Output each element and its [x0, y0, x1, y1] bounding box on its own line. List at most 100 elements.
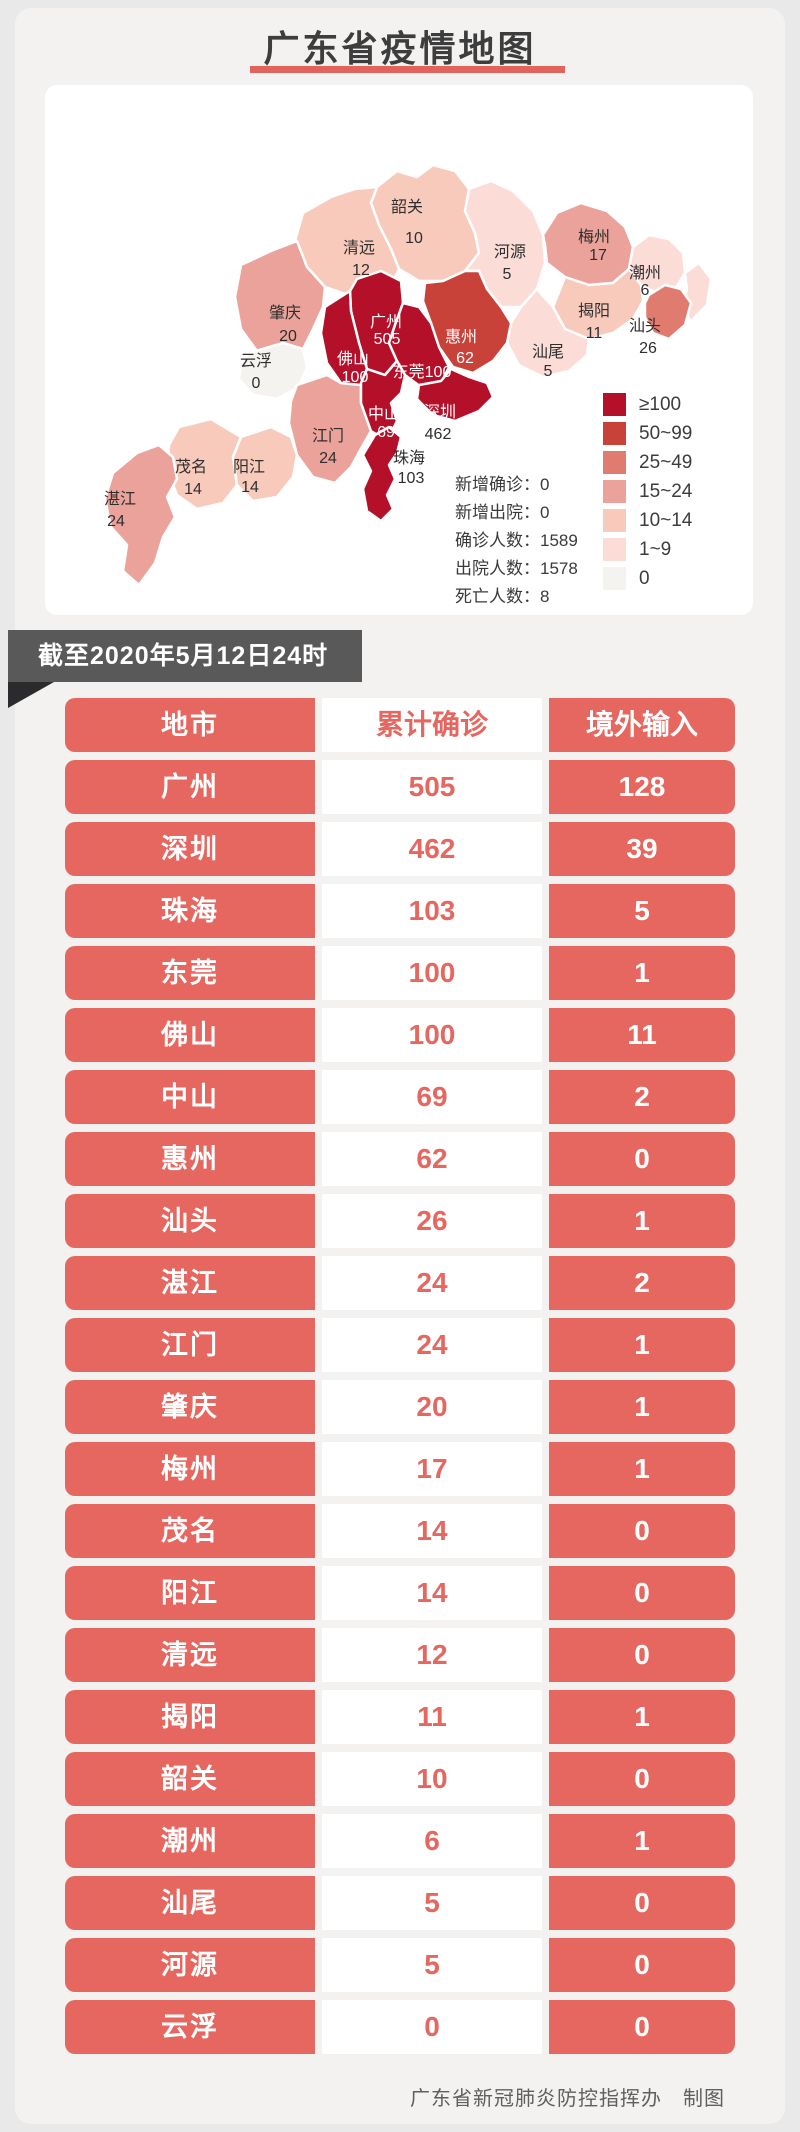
imported-cell: 0	[549, 1938, 735, 1992]
table-row: 湛江 24 2	[65, 1256, 735, 1310]
map-city-value-chaozhou: 6	[641, 282, 650, 299]
table-row: 惠州 62 0	[65, 1132, 735, 1186]
confirmed-cell: 505	[322, 760, 542, 814]
city-cell: 肇庆	[65, 1380, 315, 1434]
map-city-label-meizhou: 梅州	[578, 228, 610, 246]
map-region-yangjiang	[231, 425, 299, 503]
imported-column-header: 境外输入	[549, 698, 735, 752]
map-city-value-shenzhen: 462	[425, 426, 452, 443]
map-city-label-guangzhou: 广州	[370, 313, 402, 331]
legend-label: 10~14	[639, 509, 693, 531]
city-cell: 湛江	[65, 1256, 315, 1310]
legend-label: 25~49	[639, 451, 693, 473]
legend-row: 1~9	[603, 538, 692, 561]
table-row: 茂名 14 0	[65, 1504, 735, 1558]
city-cell: 梅州	[65, 1442, 315, 1496]
city-cell: 汕尾	[65, 1876, 315, 1930]
map-city-label-yangjiang: 阳江	[233, 458, 265, 476]
confirmed-cell: 62	[322, 1132, 542, 1186]
confirmed-cell: 69	[322, 1070, 542, 1124]
imported-cell: 1	[549, 1814, 735, 1868]
table-row: 广州 505 128	[65, 760, 735, 814]
table-row: 韶关 10 0	[65, 1752, 735, 1806]
city-cell: 珠海	[65, 884, 315, 938]
map-city-label-zhuhai: 珠海	[393, 449, 425, 467]
city-cell: 河源	[65, 1938, 315, 1992]
map-stats-block: 新增确诊：0 新增出院：0 确诊人数：1589 出院人数：1578 死亡人数：8	[455, 471, 578, 611]
table-row: 佛山 100 11	[65, 1008, 735, 1062]
table-row: 揭阳 11 1	[65, 1690, 735, 1744]
table-row: 潮州 6 1	[65, 1814, 735, 1868]
confirmed-cell: 103	[322, 884, 542, 938]
city-cell: 茂名	[65, 1504, 315, 1558]
legend-label: 0	[639, 567, 650, 589]
imported-cell: 11	[549, 1008, 735, 1062]
map-city-value-zhanjiang: 24	[107, 513, 125, 530]
imported-cell: 0	[549, 2000, 735, 2054]
legend-swatch	[603, 509, 626, 532]
confirmed-cell: 5	[322, 1938, 542, 1992]
confirmed-cell: 17	[322, 1442, 542, 1496]
confirmed-cell: 14	[322, 1566, 542, 1620]
city-cell: 潮州	[65, 1814, 315, 1868]
legend-label: 1~9	[639, 538, 672, 560]
map-city-value-yunfu: 0	[252, 375, 261, 392]
legend-swatch	[603, 451, 626, 474]
stat-line: 出院人数：1578	[455, 559, 578, 578]
table-row: 东莞 100 1	[65, 946, 735, 1000]
city-cell: 广州	[65, 760, 315, 814]
map-city-value-jiangmen: 24	[319, 450, 337, 467]
legend-swatch	[603, 422, 626, 445]
imported-cell: 39	[549, 822, 735, 876]
date-banner: 截至2020年5月12日24时	[8, 630, 362, 682]
legend-label: 15~24	[639, 480, 693, 502]
map-city-label-qingyuan: 清远	[343, 239, 375, 257]
imported-cell: 1	[549, 1194, 735, 1248]
legend-swatch	[603, 538, 626, 561]
map-city-label-zhongshan: 中山	[368, 405, 400, 423]
imported-cell: 0	[549, 1752, 735, 1806]
map-city-label-shanwei: 汕尾	[532, 343, 564, 361]
map-city-value-zhaoqing: 20	[279, 328, 297, 345]
map-region-shantou	[643, 283, 693, 341]
table-row: 汕尾 5 0	[65, 1876, 735, 1930]
map-city-value-guangzhou: 505	[374, 331, 401, 348]
city-cell: 东莞	[65, 946, 315, 1000]
map-city-value-maoming: 14	[184, 481, 202, 498]
legend-swatch	[603, 480, 626, 503]
map-region-zhaoqing	[233, 239, 327, 353]
imported-cell: 0	[549, 1132, 735, 1186]
table-header-row: 地市 累计确诊 境外输入	[65, 698, 735, 752]
imported-cell: 1	[549, 946, 735, 1000]
confirmed-cell: 26	[322, 1194, 542, 1248]
confirmed-cell: 100	[322, 1008, 542, 1062]
legend-row: ≥100	[603, 393, 692, 416]
banner-fold-triangle	[8, 682, 54, 708]
imported-cell: 2	[549, 1256, 735, 1310]
map-city-value-huizhou: 62	[456, 350, 474, 367]
table-row: 清远 12 0	[65, 1628, 735, 1682]
confirmed-column-header: 累计确诊	[322, 698, 542, 752]
map-city-label-chaozhou: 潮州	[629, 264, 661, 282]
table-row: 深圳 462 39	[65, 822, 735, 876]
stat-line: 新增确诊：0	[455, 475, 550, 494]
city-cell: 阳江	[65, 1566, 315, 1620]
legend-swatch	[603, 567, 626, 590]
confirmed-cell: 462	[322, 822, 542, 876]
map-region-shenzhen	[415, 367, 495, 423]
table-row: 阳江 14 0	[65, 1566, 735, 1620]
map-city-label-foshan: 佛山	[337, 350, 369, 368]
confirmed-cell: 10	[322, 1752, 542, 1806]
map-region-zhuhai	[361, 425, 403, 523]
city-table: 地市 累计确诊 境外输入 广州 505 128 深圳 462 39 珠海 103 5 东莞 100 1 佛山 1…	[65, 698, 735, 2054]
table-row: 河源 5 0	[65, 1938, 735, 1992]
legend-label: ≥100	[639, 393, 682, 415]
map-region-heyuan	[463, 179, 547, 309]
map-city-label-zhanjiang: 湛江	[104, 490, 136, 508]
map-city-value-shanwei: 5	[544, 363, 553, 380]
footer-credit: 广东省新冠肺炎防控指挥办 制图	[410, 2088, 725, 2110]
map-city-label-huizhou: 惠州	[445, 328, 477, 346]
imported-cell: 2	[549, 1070, 735, 1124]
map-city-value-foshan: 100	[342, 369, 369, 386]
map-city-label-dongguan: 东莞100	[393, 363, 452, 381]
